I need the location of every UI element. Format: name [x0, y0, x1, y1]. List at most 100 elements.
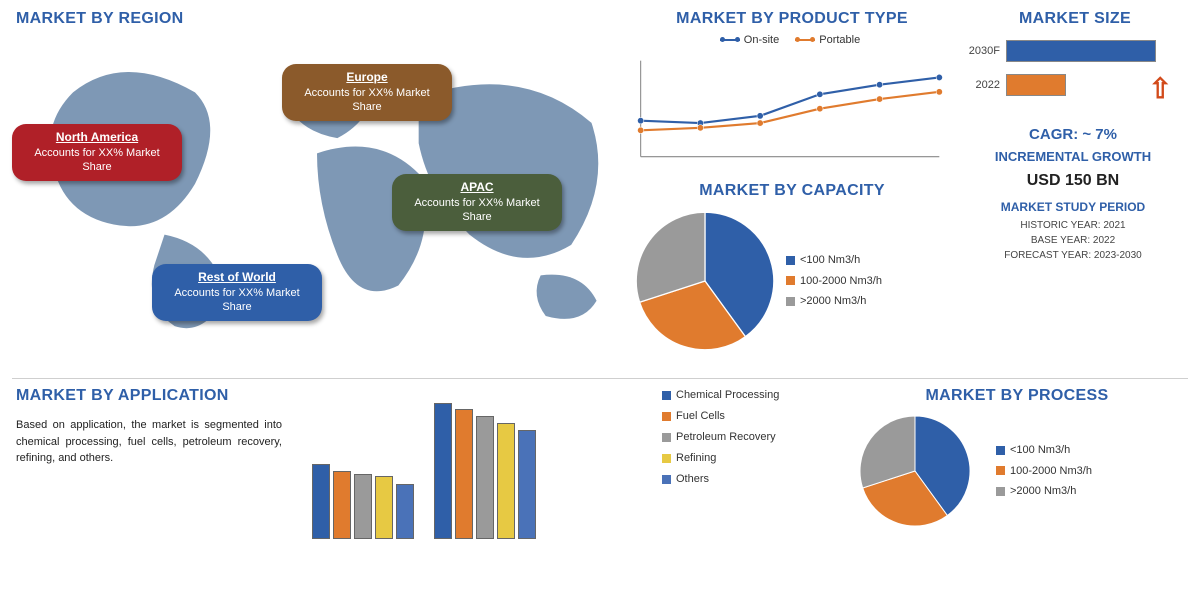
legend-item-onsite: On-site: [720, 34, 779, 46]
market-size-label: 2022: [958, 79, 1000, 91]
heading-process: MARKET BY PROCESS: [844, 387, 1190, 405]
legend-item: Chemical Processing: [662, 385, 832, 406]
legend-item: Fuel Cells: [662, 406, 832, 427]
legend-item: Petroleum Recovery: [662, 427, 832, 448]
region-pill-north-america: North America Accounts for XX% Market Sh…: [12, 124, 182, 181]
legend-label: 100-2000 Nm3/h: [1010, 461, 1092, 482]
legend-swatch: [786, 276, 795, 285]
legend-label: Portable: [819, 34, 860, 46]
region-name: North America: [20, 130, 174, 145]
region-name: Europe: [290, 70, 444, 85]
market-size-label: 2030F: [958, 45, 1000, 57]
legend-swatch: [786, 297, 795, 306]
line-chart: [630, 50, 950, 180]
bar: [396, 484, 414, 539]
legend-swatch: [662, 454, 671, 463]
legend-item: 100-2000 Nm3/h: [786, 271, 882, 292]
region-sub: Accounts for XX% Market Share: [34, 147, 159, 173]
legend-swatch: [720, 39, 740, 41]
legend-item: Refining: [662, 448, 832, 469]
bar-group: [434, 403, 536, 539]
bar: [333, 471, 351, 539]
bar: [354, 474, 372, 539]
legend-swatch: [996, 466, 1005, 475]
bar: [518, 430, 536, 539]
panel-market-by-process: MARKET BY PROCESS <100 Nm3/h100-2000 Nm3…: [840, 385, 1190, 578]
market-size-bar: [1006, 40, 1156, 62]
process-pie: [840, 411, 990, 531]
legend-label: >2000 Nm3/h: [800, 291, 866, 312]
process-pie-legend: <100 Nm3/h100-2000 Nm3/h>2000 Nm3/h: [996, 440, 1092, 503]
legend-item-portable: Portable: [795, 34, 860, 46]
study-line: FORECAST YEAR: 2023-2030: [958, 248, 1188, 263]
legend-swatch: [786, 256, 795, 265]
panel-market-by-application: MARKET BY APPLICATION Based on applicati…: [12, 385, 832, 578]
legend-label: Petroleum Recovery: [676, 427, 776, 448]
legend-label: Chemical Processing: [676, 385, 779, 406]
region-sub: Accounts for XX% Market Share: [304, 87, 429, 113]
heading-region: MARKET BY REGION: [16, 10, 622, 28]
legend-label: <100 Nm3/h: [800, 250, 860, 271]
legend-swatch: [662, 391, 671, 400]
legend-label: <100 Nm3/h: [1010, 440, 1070, 461]
legend-item: <100 Nm3/h: [786, 250, 882, 271]
legend-item: >2000 Nm3/h: [786, 291, 882, 312]
region-sub: Accounts for XX% Market Share: [414, 197, 539, 223]
region-name: APAC: [400, 180, 554, 195]
bar: [497, 423, 515, 539]
heading-product: MARKET BY PRODUCT TYPE: [634, 10, 950, 28]
application-bar-chart: [302, 385, 662, 545]
legend-swatch: [996, 446, 1005, 455]
panel-market-size: MARKET SIZE 2030F 2022 ⇧ CAGR: ~ 7% INCR…: [958, 8, 1188, 378]
arrow-up-icon: ⇧: [1149, 72, 1172, 105]
application-description: Based on application, the market is segm…: [12, 411, 292, 467]
legend-swatch: [996, 487, 1005, 496]
capacity-pie-wrap: <100 Nm3/h100-2000 Nm3/h>2000 Nm3/h: [630, 206, 950, 356]
region-pill-europe: Europe Accounts for XX% Market Share: [282, 64, 452, 121]
region-pill-apac: APAC Accounts for XX% Market Share: [392, 174, 562, 231]
heading-size: MARKET SIZE: [962, 10, 1188, 28]
capacity-pie-svg: [630, 206, 780, 356]
cagr-text: CAGR: ~ 7%: [958, 126, 1188, 143]
incremental-growth-label: INCREMENTAL GROWTH: [958, 149, 1188, 164]
market-size-bars: 2030F 2022 ⇧: [958, 34, 1188, 124]
study-line: HISTORIC YEAR: 2021: [958, 218, 1188, 233]
line-chart-legend: On-site Portable: [630, 34, 950, 46]
study-period-title: MARKET STUDY PERIOD: [958, 200, 1188, 214]
capacity-pie-legend: <100 Nm3/h100-2000 Nm3/h>2000 Nm3/h: [786, 250, 882, 313]
legend-item: Others: [662, 469, 832, 490]
usd-value: USD 150 BN: [958, 172, 1188, 190]
heading-application: MARKET BY APPLICATION: [16, 387, 302, 405]
study-period-lines: HISTORIC YEAR: 2021 BASE YEAR: 2022 FORE…: [958, 218, 1188, 263]
panel-middle: MARKET BY PRODUCT TYPE On-site Portable …: [630, 8, 950, 378]
region-pill-rest-of-world: Rest of World Accounts for XX% Market Sh…: [152, 264, 322, 321]
bar: [455, 409, 473, 539]
study-line: BASE YEAR: 2022: [958, 233, 1188, 248]
process-pie-wrap: <100 Nm3/h100-2000 Nm3/h>2000 Nm3/h: [840, 411, 1190, 531]
market-size-bar: [1006, 74, 1066, 96]
legend-item: <100 Nm3/h: [996, 440, 1092, 461]
legend-swatch: [662, 475, 671, 484]
bar: [476, 416, 494, 539]
bar: [434, 403, 452, 539]
region-name: Rest of World: [160, 270, 314, 285]
legend-label: Others: [676, 469, 709, 490]
legend-swatch: [795, 39, 815, 41]
region-sub: Accounts for XX% Market Share: [174, 287, 299, 313]
capacity-pie: [630, 206, 780, 356]
application-legend: Chemical ProcessingFuel CellsPetroleum R…: [662, 385, 832, 578]
line-chart-svg: [630, 50, 950, 167]
bar-group: [312, 464, 414, 539]
process-pie-svg: [840, 411, 990, 531]
legend-label: Refining: [676, 448, 716, 469]
legend-label: On-site: [744, 34, 779, 46]
market-size-row: 2030F: [958, 34, 1188, 68]
legend-item: >2000 Nm3/h: [996, 481, 1092, 502]
legend-swatch: [662, 433, 671, 442]
world-map: North America Accounts for XX% Market Sh…: [12, 34, 622, 354]
legend-swatch: [662, 412, 671, 421]
bar: [375, 476, 393, 539]
panel-market-by-region: MARKET BY REGION North America Accoun: [12, 8, 622, 378]
legend-item: 100-2000 Nm3/h: [996, 461, 1092, 482]
bar: [312, 464, 330, 539]
